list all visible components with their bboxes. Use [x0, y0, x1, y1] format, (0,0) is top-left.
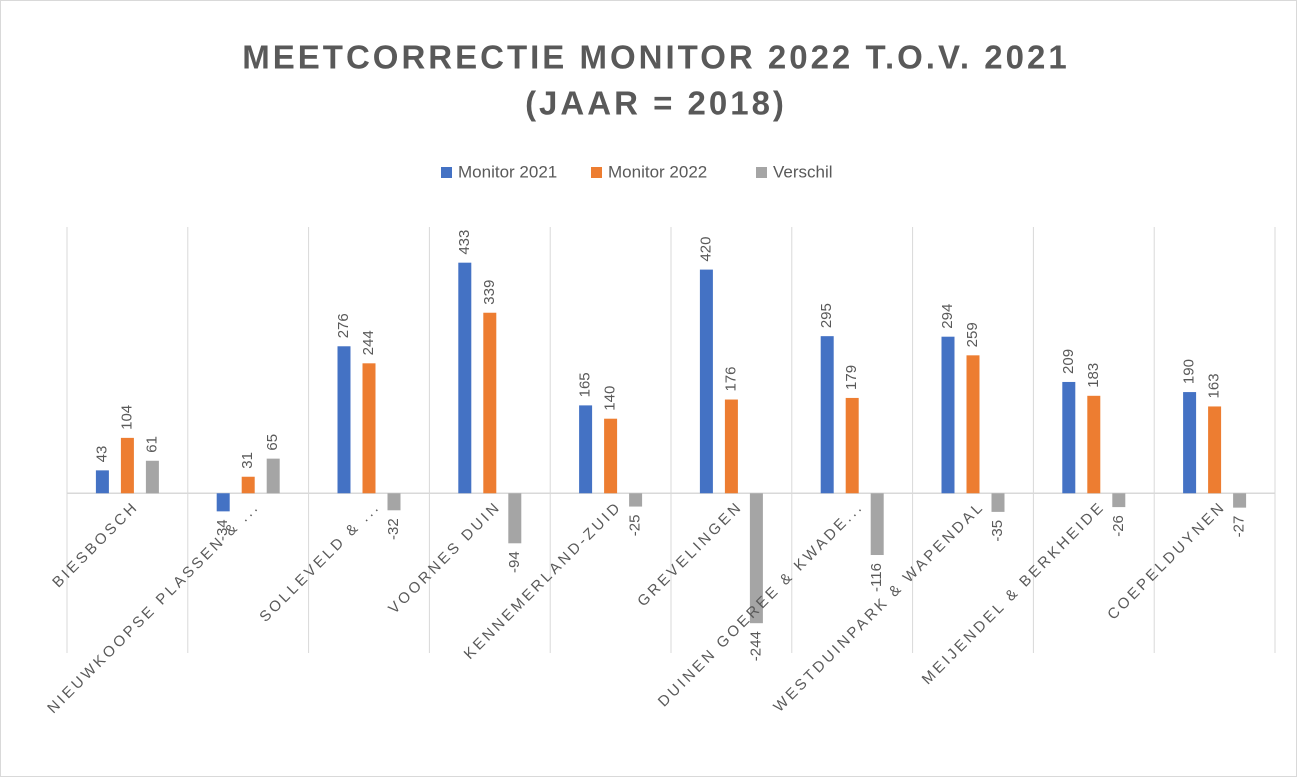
legend-swatch — [756, 167, 767, 178]
value-label: -25 — [627, 515, 644, 537]
value-label: 179 — [843, 365, 860, 390]
bar — [699, 269, 713, 494]
bar — [387, 493, 401, 511]
value-label: -116 — [868, 563, 885, 592]
value-label: 339 — [481, 280, 498, 305]
legend-swatch — [591, 167, 602, 178]
bar — [216, 493, 230, 512]
bar — [1062, 381, 1076, 494]
value-label: 276 — [335, 313, 352, 338]
bar — [458, 262, 472, 494]
value-label: -26 — [1110, 515, 1127, 537]
bar — [870, 493, 884, 556]
legend-label: Monitor 2022 — [608, 162, 707, 181]
value-label: 209 — [1060, 349, 1077, 374]
value-label: 140 — [602, 386, 619, 411]
legend-swatch — [441, 167, 452, 178]
bar — [966, 355, 980, 494]
value-label: -35 — [989, 520, 1006, 542]
bar — [145, 460, 159, 494]
value-label: 163 — [1206, 373, 1223, 398]
bar — [1087, 395, 1101, 494]
bar — [749, 493, 763, 624]
bar — [941, 336, 955, 494]
bar — [120, 437, 134, 494]
bar — [629, 493, 643, 507]
bar — [266, 458, 280, 494]
value-label: -244 — [747, 631, 764, 661]
bar — [820, 336, 834, 494]
value-label: 244 — [360, 330, 377, 355]
bar — [95, 470, 109, 494]
value-label: -94 — [506, 551, 523, 573]
value-label: 190 — [1181, 359, 1198, 384]
legend-label: Monitor 2021 — [458, 162, 557, 181]
bar — [1233, 493, 1247, 508]
chart-title: MEETCORRECTIE MONITOR 2022 T.O.V. 2021 — [242, 39, 1069, 76]
bar — [483, 312, 497, 494]
value-label: 295 — [818, 303, 835, 328]
bar — [604, 418, 618, 494]
value-label: 165 — [577, 372, 594, 397]
bar — [1208, 406, 1222, 494]
legend-label: Verschil — [773, 162, 833, 181]
value-label: 259 — [964, 322, 981, 347]
chart-title: (JAAR = 2018) — [525, 85, 787, 122]
value-label: 61 — [143, 436, 160, 453]
value-label: 104 — [118, 405, 135, 430]
value-label: -32 — [385, 518, 402, 540]
value-label: 176 — [722, 366, 739, 391]
bar — [241, 476, 255, 494]
bar — [1112, 493, 1126, 508]
value-label: 183 — [1085, 363, 1102, 388]
bar — [724, 399, 738, 494]
value-label: 65 — [264, 434, 281, 451]
value-label: 433 — [456, 230, 473, 255]
bar — [362, 363, 376, 494]
bar — [579, 405, 593, 494]
value-label: 420 — [697, 237, 714, 262]
value-label: 31 — [239, 452, 256, 469]
value-label: -27 — [1231, 516, 1248, 538]
bar — [1183, 392, 1197, 494]
bar — [508, 493, 522, 544]
value-label: 294 — [939, 304, 956, 329]
value-label: 43 — [93, 446, 110, 463]
value-label: -34 — [214, 519, 231, 541]
bar — [991, 493, 1005, 512]
bar — [845, 397, 859, 494]
bar — [337, 346, 351, 494]
